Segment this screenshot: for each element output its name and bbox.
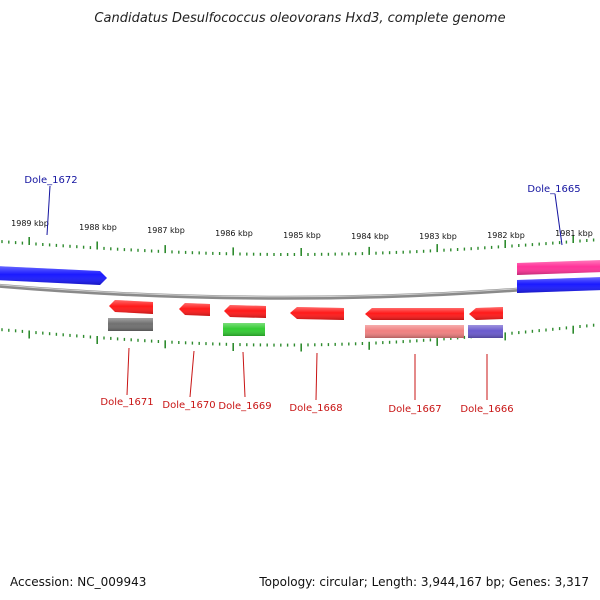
tick-labels: 1989 kbp 1988 kbp 1987 kbp 1986 kbp 1985… — [11, 219, 593, 241]
tick-label: 1986 kbp — [215, 229, 253, 238]
gene-label-dole-1665[interactable]: Dole_1665 — [527, 184, 580, 195]
feature-arrow[interactable] — [224, 305, 266, 318]
gene-label-dole-1670[interactable]: Dole_1670 — [162, 400, 215, 411]
gene-label-dole-1671[interactable]: Dole_1671 — [100, 397, 153, 408]
gene-label-dole-1666[interactable]: Dole_1666 — [460, 404, 513, 415]
feature-box[interactable] — [365, 325, 464, 338]
gene-label-dole-1667[interactable]: Dole_1667 — [388, 404, 441, 415]
tick-label: 1988 kbp — [79, 223, 117, 232]
leader-line — [126, 347, 130, 396]
tick-label: 1985 kbp — [283, 231, 321, 240]
gene-label-dole-1672[interactable]: Dole_1672 — [24, 175, 77, 186]
feature-arrow[interactable] — [469, 307, 503, 320]
feature-arrow[interactable] — [109, 300, 153, 314]
gene-label-dole-1668[interactable]: Dole_1668 — [289, 403, 342, 414]
leader-line — [315, 352, 318, 401]
tick-label: 1989 kbp — [11, 219, 49, 228]
tick-label: 1984 kbp — [351, 232, 389, 241]
tick-label: 1987 kbp — [147, 226, 185, 235]
gene-label-dole-1669[interactable]: Dole_1669 — [218, 401, 271, 412]
gene-labels: Dole_1672 Dole_1665 Dole_1671 Dole_1670 … — [24, 175, 580, 415]
feature-box[interactable] — [108, 318, 153, 331]
feature-box[interactable] — [468, 325, 503, 338]
feature-arrow[interactable] — [179, 303, 210, 316]
label-leaders — [46, 185, 563, 401]
feature-box[interactable] — [223, 323, 265, 336]
forward-features — [0, 260, 600, 293]
feature-box[interactable] — [517, 260, 600, 275]
map-title: Candidatus Desulfococcus oleovorans Hxd3… — [94, 11, 505, 26]
feature-arrow[interactable] — [365, 308, 464, 320]
tick-label: 1983 kbp — [419, 232, 457, 241]
leader-line — [554, 193, 563, 246]
leader-line — [189, 350, 195, 398]
tick-label: 1982 kbp — [487, 231, 525, 240]
feature-arrow[interactable] — [0, 266, 107, 285]
leader-line — [46, 185, 51, 236]
leader-line — [242, 351, 246, 398]
reverse-features — [108, 300, 503, 338]
tick-row-bottom — [1, 323, 595, 352]
tick-label: 1981 kbp — [555, 229, 593, 238]
feature-box[interactable] — [517, 277, 600, 293]
accession-text: Accession: NC_009943 — [10, 575, 147, 589]
feature-arrow[interactable] — [290, 307, 344, 320]
genome-stats-text: Topology: circular; Length: 3,944,167 bp… — [259, 575, 589, 589]
tick-row-top — [1, 235, 595, 256]
